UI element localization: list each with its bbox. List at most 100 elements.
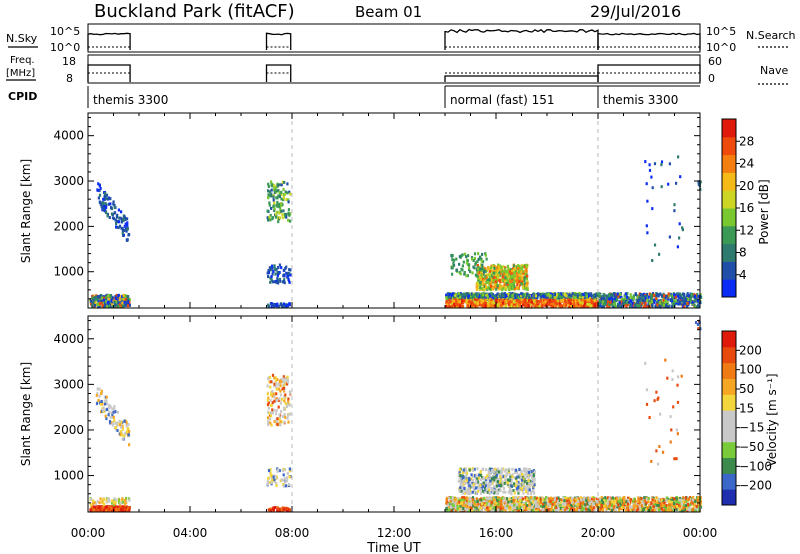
range-cell <box>289 219 292 223</box>
range-cell <box>281 387 284 391</box>
range-cell <box>689 297 693 301</box>
range-cell <box>283 214 287 218</box>
range-cell <box>452 294 456 298</box>
range-cell <box>493 509 496 513</box>
range-cell <box>280 183 283 187</box>
range-cell <box>572 305 576 309</box>
nsky-traces <box>87 28 701 51</box>
range-cell <box>270 380 273 384</box>
range-cell <box>125 424 128 428</box>
range-cell <box>100 296 103 300</box>
range-cell <box>484 253 487 257</box>
range-cell <box>100 298 103 302</box>
range-cell <box>289 268 292 272</box>
range-cell <box>120 499 123 503</box>
range-cell <box>104 303 107 307</box>
range-cell <box>518 269 521 273</box>
range-cell <box>266 480 269 484</box>
range-cell <box>477 277 480 280</box>
range-cell <box>675 301 678 305</box>
range-cell <box>517 271 520 275</box>
range-cell <box>286 403 289 406</box>
range-cell <box>518 280 521 284</box>
range-cell <box>564 300 567 304</box>
colorbar-tick-label: 8 <box>739 246 747 260</box>
range-cell <box>275 189 278 193</box>
range-cell <box>113 498 116 502</box>
range-cell <box>520 282 523 286</box>
range-cell <box>514 297 517 301</box>
range-cell <box>116 298 119 302</box>
range-cell <box>620 297 623 301</box>
range-cell <box>107 497 110 501</box>
range-cell <box>602 295 605 299</box>
range-cell <box>275 409 278 412</box>
range-cell <box>287 200 290 204</box>
range-cell <box>528 303 531 307</box>
range-cell <box>518 276 521 280</box>
range-cell <box>660 163 663 167</box>
range-cell <box>466 296 470 300</box>
range-cell <box>106 300 109 304</box>
range-cell <box>479 267 482 271</box>
range-cell <box>285 405 288 408</box>
range-cell <box>696 299 699 303</box>
range-cell <box>466 304 469 308</box>
range-cell <box>587 298 590 302</box>
range-cell <box>121 298 124 302</box>
range-cell <box>622 303 625 307</box>
nsky-trace <box>87 32 131 51</box>
range-cell <box>551 295 554 299</box>
range-cell <box>271 373 275 377</box>
range-cell <box>275 387 278 391</box>
range-cell <box>97 398 100 402</box>
range-cell <box>91 296 94 300</box>
range-cell <box>525 266 528 269</box>
nsky-trace <box>597 32 701 50</box>
range-cell <box>288 469 291 473</box>
range-cell <box>468 509 471 513</box>
range-cell <box>671 302 674 305</box>
range-cell <box>277 405 280 409</box>
range-cell <box>278 469 281 473</box>
range-cell <box>113 297 116 301</box>
range-cell <box>499 274 502 278</box>
colorbar-swatch <box>722 279 736 298</box>
range-cell <box>454 304 457 308</box>
range-cell <box>276 422 279 426</box>
range-cell <box>110 507 113 510</box>
range-cell <box>466 259 469 263</box>
range-cell <box>500 299 503 303</box>
range-cell <box>674 299 677 303</box>
range-cell <box>514 299 517 303</box>
range-cell <box>284 484 287 488</box>
range-cell <box>552 302 555 306</box>
range-cell <box>493 271 496 275</box>
range-cell <box>544 293 547 297</box>
range-cell <box>620 295 623 299</box>
range-cell <box>511 292 514 295</box>
range-cell <box>267 410 270 414</box>
range-cell <box>273 408 276 412</box>
range-cell <box>476 284 479 288</box>
range-cell <box>627 296 630 300</box>
range-cell <box>495 298 498 302</box>
y-tick-label: 3000 <box>53 174 84 188</box>
range-cell <box>510 304 513 308</box>
range-cell <box>504 304 507 308</box>
range-cell <box>279 420 282 424</box>
range-cell <box>521 503 524 507</box>
range-cell <box>586 505 589 509</box>
range-cell <box>270 423 273 427</box>
range-cell <box>642 296 645 300</box>
range-cell <box>662 303 665 307</box>
range-cell <box>118 295 121 299</box>
range-cell <box>565 503 569 507</box>
range-cell <box>614 293 617 297</box>
range-cell <box>570 509 573 513</box>
range-cell <box>106 294 109 298</box>
range-cell <box>489 288 492 292</box>
range-cell <box>552 299 555 303</box>
range-cell <box>489 275 492 279</box>
range-cell <box>682 292 685 296</box>
